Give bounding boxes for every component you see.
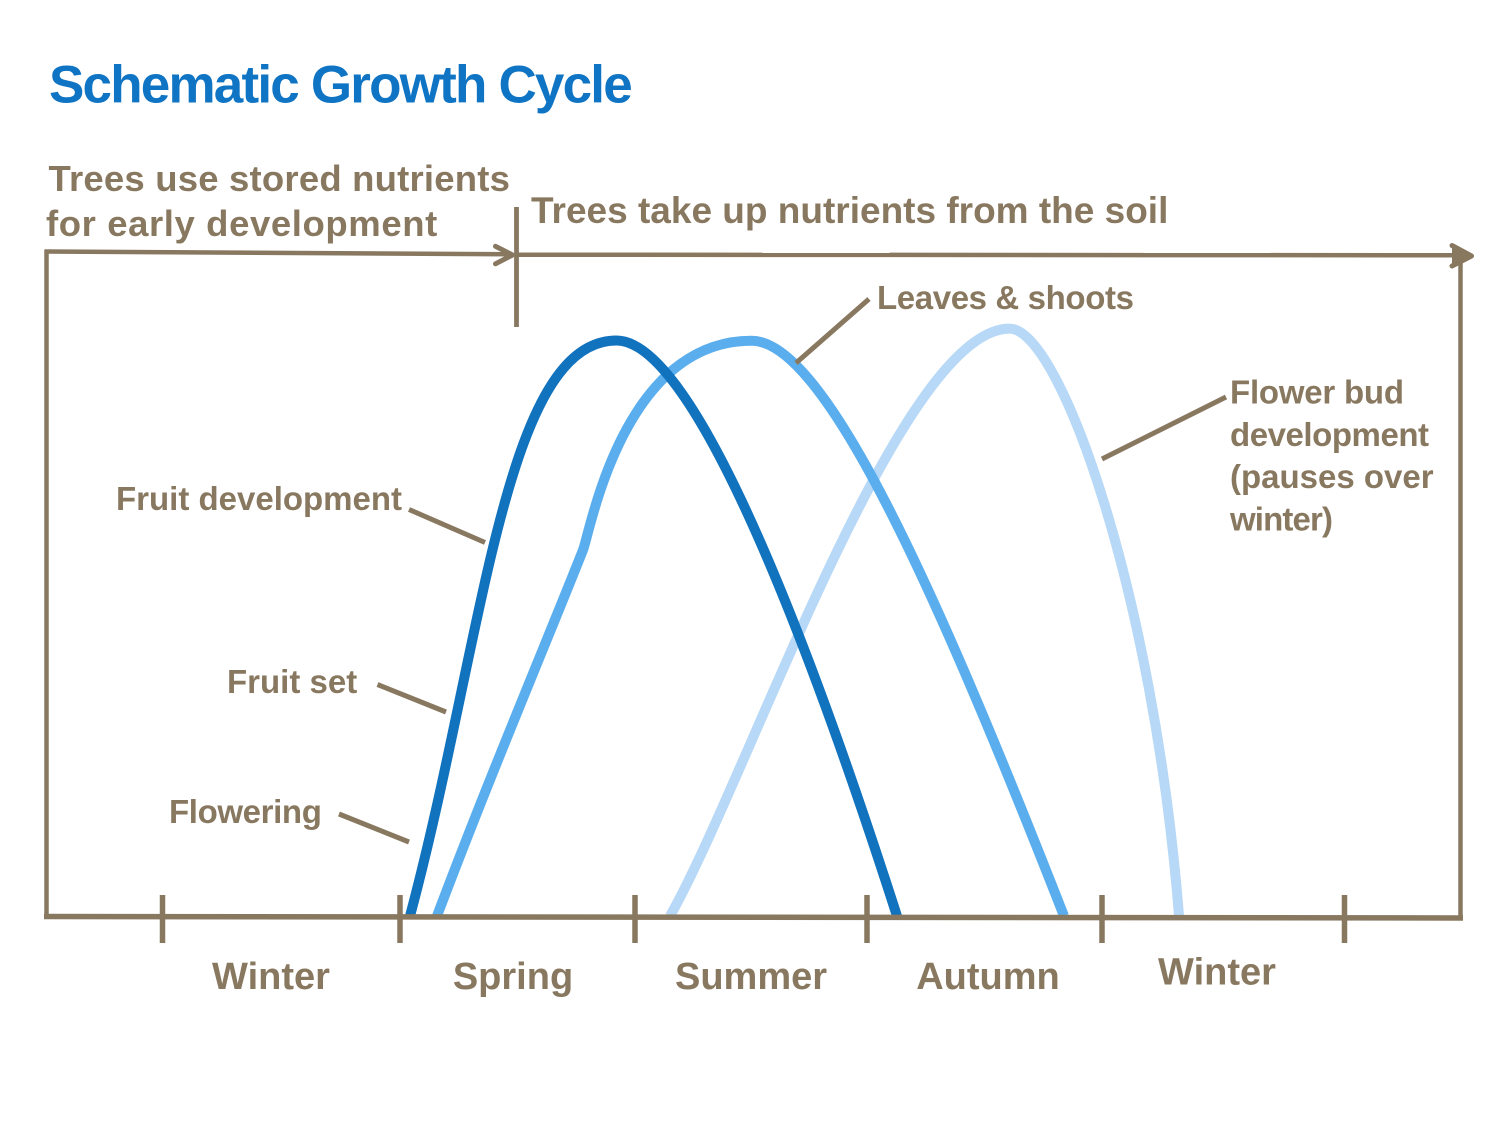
svg-text:Flower bud: Flower bud	[1230, 373, 1404, 410]
svg-text:Winter: Winter	[212, 956, 330, 998]
svg-text:Fruit development: Fruit development	[116, 480, 402, 517]
svg-text:Summer: Summer	[675, 956, 827, 998]
svg-text:(pauses over: (pauses over	[1230, 458, 1434, 495]
svg-text:development: development	[1230, 416, 1429, 453]
svg-text:Trees use stored nutrients: Trees use stored nutrients	[49, 158, 511, 199]
svg-text:Winter: Winter	[1158, 952, 1276, 994]
svg-text:Schematic Growth Cycle: Schematic Growth Cycle	[49, 56, 631, 115]
svg-text:Autumn: Autumn	[916, 956, 1060, 998]
svg-text:for early development: for early development	[46, 203, 438, 244]
svg-text:winter): winter)	[1229, 501, 1332, 538]
svg-text:Flowering: Flowering	[169, 793, 322, 830]
svg-text:Fruit set: Fruit set	[227, 663, 357, 700]
svg-text:Spring: Spring	[453, 956, 573, 998]
svg-text:Leaves & shoots: Leaves & shoots	[877, 279, 1134, 316]
svg-text:Trees take up nutrients from t: Trees take up nutrients from the soil	[531, 190, 1168, 231]
